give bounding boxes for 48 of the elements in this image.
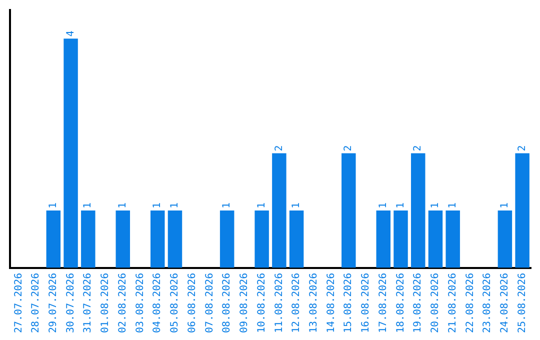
data-label: 1 bbox=[222, 202, 233, 209]
x-tick-label: 24.08.2026 bbox=[500, 272, 511, 334]
x-tick-label: 15.08.2026 bbox=[343, 272, 354, 334]
data-label: 4 bbox=[65, 30, 76, 37]
x-tick-label: 25.08.2026 bbox=[516, 272, 528, 334]
x-tick-label: 30.07.2026 bbox=[65, 272, 76, 334]
x-tick-label: 09.08.2026 bbox=[239, 272, 250, 334]
x-tick-label: 14.08.2026 bbox=[326, 272, 337, 334]
x-tick-label: 10.08.2026 bbox=[256, 272, 268, 334]
x-tick-label: 04.08.2026 bbox=[152, 272, 164, 334]
x-tick-label: 28.07.2026 bbox=[30, 272, 42, 334]
x-tick-label: 01.08.2026 bbox=[100, 272, 112, 334]
data-label: 2 bbox=[516, 145, 528, 152]
x-tick-label: 06.08.2026 bbox=[186, 272, 198, 334]
x-tick-label: 29.07.2026 bbox=[48, 272, 60, 334]
x-tick-label: 19.08.2026 bbox=[412, 272, 424, 334]
x-tick-label: 03.08.2026 bbox=[134, 272, 146, 334]
x-tick-label: 07.08.2026 bbox=[204, 272, 216, 334]
data-label: 1 bbox=[117, 202, 128, 209]
data-label: 1 bbox=[395, 202, 406, 209]
x-tick-label: 22.08.2026 bbox=[464, 272, 476, 334]
data-label: 2 bbox=[343, 145, 354, 152]
data-label: 1 bbox=[430, 202, 442, 209]
data-label: 1 bbox=[82, 202, 94, 209]
x-tick-label: 27.07.2026 bbox=[13, 272, 24, 334]
data-label: 1 bbox=[48, 202, 60, 209]
data-label: 1 bbox=[291, 202, 302, 209]
x-tick-label: 13.08.2026 bbox=[308, 272, 320, 334]
x-tick-label: 16.08.2026 bbox=[360, 272, 372, 334]
x-tick-label: 21.08.2026 bbox=[447, 272, 458, 334]
x-tick-label: 08.08.2026 bbox=[222, 272, 233, 334]
data-label: 1 bbox=[170, 202, 181, 209]
x-tick-label: 17.08.2026 bbox=[378, 272, 389, 334]
data-label: 2 bbox=[274, 145, 285, 152]
x-tick-label: 11.08.2026 bbox=[274, 272, 285, 334]
data-label: 1 bbox=[447, 202, 458, 209]
x-tick-label: 05.08.2026 bbox=[170, 272, 181, 334]
data-label: 1 bbox=[256, 202, 268, 209]
data-label: 1 bbox=[500, 202, 511, 209]
data-label: 1 bbox=[378, 202, 389, 209]
x-tick-label: 31.07.2026 bbox=[82, 272, 94, 334]
data-label: 2 bbox=[412, 145, 424, 152]
x-tick-label: 20.08.2026 bbox=[430, 272, 442, 334]
x-tick-label: 23.08.2026 bbox=[482, 272, 494, 334]
x-tick-label: 18.08.2026 bbox=[395, 272, 406, 334]
x-tick-label: 02.08.2026 bbox=[117, 272, 128, 334]
data-label: 1 bbox=[152, 202, 164, 209]
x-tick-label: 12.08.2026 bbox=[291, 272, 302, 334]
